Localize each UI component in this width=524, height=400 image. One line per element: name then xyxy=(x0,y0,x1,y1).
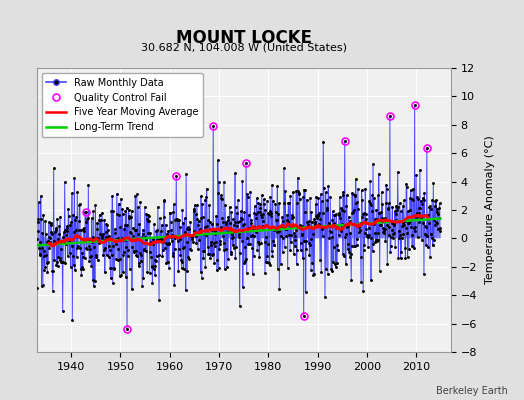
Legend: Raw Monthly Data, Quality Control Fail, Five Year Moving Average, Long-Term Tren: Raw Monthly Data, Quality Control Fail, … xyxy=(41,73,203,137)
Text: 30.682 N, 104.008 W (United States): 30.682 N, 104.008 W (United States) xyxy=(140,42,347,52)
Title: MOUNT LOCKE: MOUNT LOCKE xyxy=(176,29,312,47)
Y-axis label: Temperature Anomaly (°C): Temperature Anomaly (°C) xyxy=(485,136,495,284)
Text: Berkeley Earth: Berkeley Earth xyxy=(436,386,508,396)
